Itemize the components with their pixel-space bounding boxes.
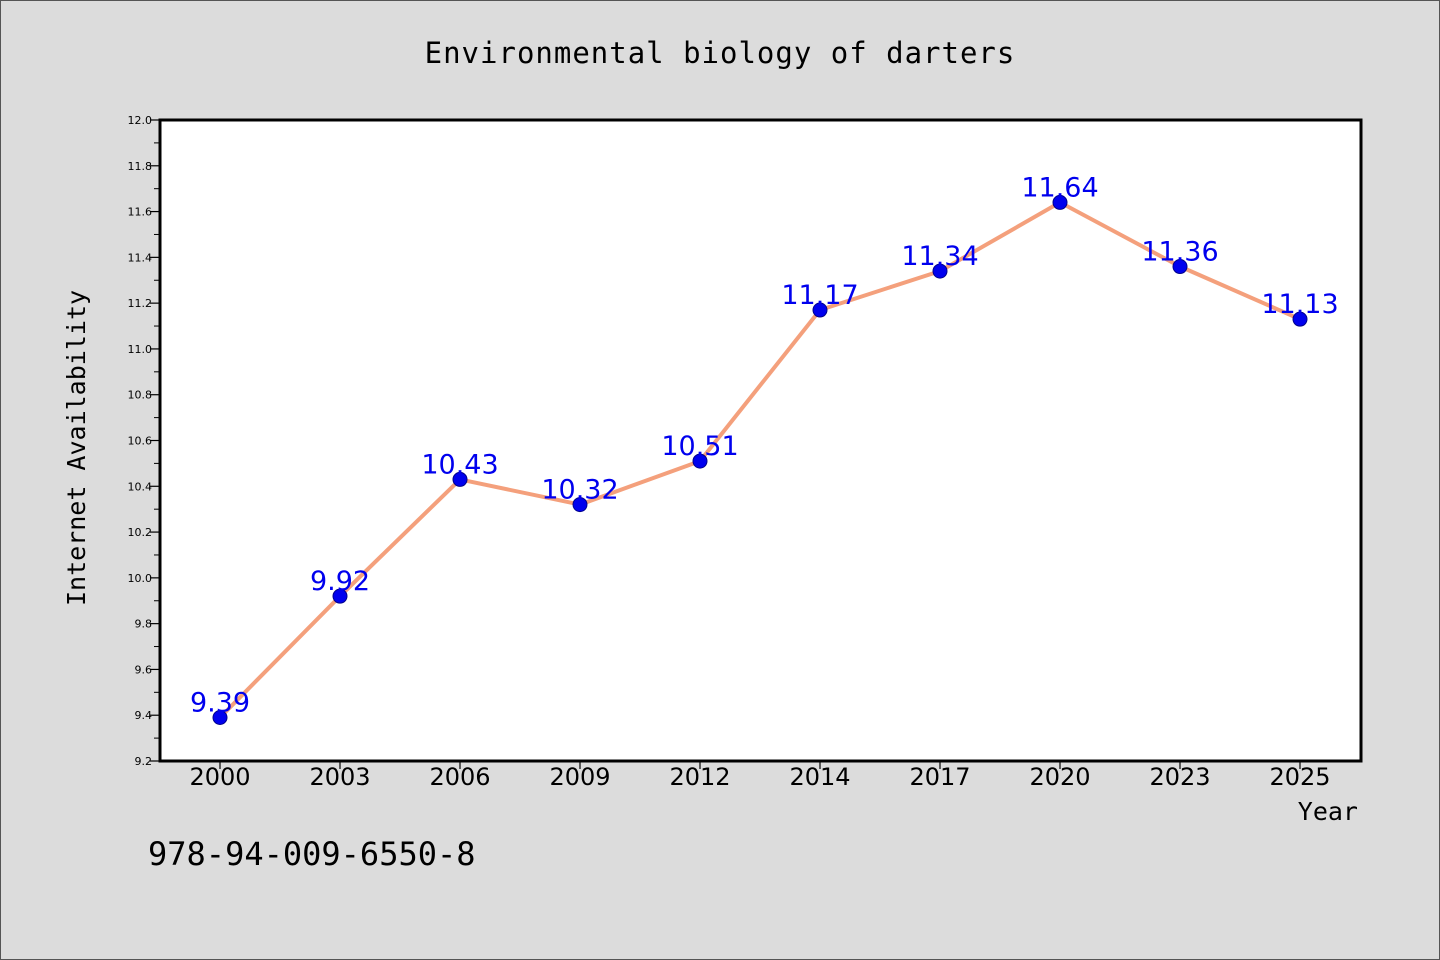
x-tick-label: 2017: [909, 763, 970, 791]
data-label: 9.39: [190, 688, 250, 719]
y-tick-label: 11.8: [128, 160, 153, 173]
data-label: 11.36: [1141, 237, 1218, 268]
x-tick-label: 2023: [1149, 763, 1210, 791]
x-tick-label: 2006: [429, 763, 490, 791]
data-label: 10.43: [421, 449, 498, 480]
data-labels: 9.39 9.92 10.43 10.32 10.51 11.17 11.34 11.64 11…: [190, 172, 1339, 718]
series-markers: [212, 194, 1308, 726]
y-axis: 9.2 9.4 9.6 9.8 10.0 10.2 10.4 10.6 10.8 11.0 11.2…: [128, 114, 160, 768]
data-point: [452, 471, 468, 487]
x-axis: 2000 2003 2006 2009 2012 2014 2017 2020 2023 2025: [189, 761, 1331, 791]
x-axis-label: Year: [1298, 797, 1358, 826]
data-label: 11.34: [901, 241, 978, 272]
y-tick-label: 10.2: [128, 526, 153, 539]
data-point: [1172, 259, 1188, 275]
isbn-text: 978-94-009-6550-8: [148, 835, 476, 873]
y-tick-label: 10.4: [128, 480, 153, 493]
chart-title: Environmental biology of darters: [425, 36, 1016, 70]
y-tick-label: 11.4: [128, 251, 153, 264]
y-tick-label: 11.6: [128, 206, 153, 219]
y-tick-label: 10.6: [128, 435, 153, 448]
data-point: [932, 263, 948, 279]
data-label: 10.32: [541, 475, 618, 506]
data-label: 11.17: [781, 280, 858, 311]
x-tick-label: 2020: [1029, 763, 1090, 791]
x-tick-label: 2003: [309, 763, 370, 791]
series-line-path: [218, 200, 1301, 719]
y-axis-label: Internet Availability: [62, 290, 91, 606]
y-tick-label: 9.4: [135, 709, 153, 722]
y-tick-label: 11.0: [128, 343, 153, 356]
data-label: 11.64: [1021, 172, 1098, 203]
data-label: 9.92: [310, 566, 370, 597]
data-label: 10.51: [661, 431, 738, 462]
y-tick-label: 9.6: [135, 663, 153, 676]
data-point: [332, 588, 348, 604]
x-tick-label: 2000: [189, 763, 250, 791]
data-label: 11.13: [1261, 289, 1338, 320]
x-tick-label: 2025: [1269, 763, 1330, 791]
data-point: [1052, 194, 1068, 210]
x-tick-label: 2012: [669, 763, 730, 791]
y-tick-label: 9.2: [135, 755, 153, 768]
y-tick-label: 9.8: [135, 618, 153, 631]
data-point: [212, 710, 228, 726]
data-point: [812, 302, 828, 318]
series-line: [218, 200, 1301, 719]
y-tick-label: 12.0: [128, 114, 153, 127]
y-tick-label: 10.8: [128, 389, 153, 402]
plot-area: [158, 118, 1363, 763]
x-tick-label: 2014: [789, 763, 850, 791]
y-tick-label: 10.0: [128, 572, 153, 585]
y-tick-label: 11.2: [128, 297, 153, 310]
data-point: [1292, 311, 1308, 327]
data-point: [692, 453, 708, 469]
data-point: [572, 497, 588, 513]
x-tick-label: 2009: [549, 763, 610, 791]
